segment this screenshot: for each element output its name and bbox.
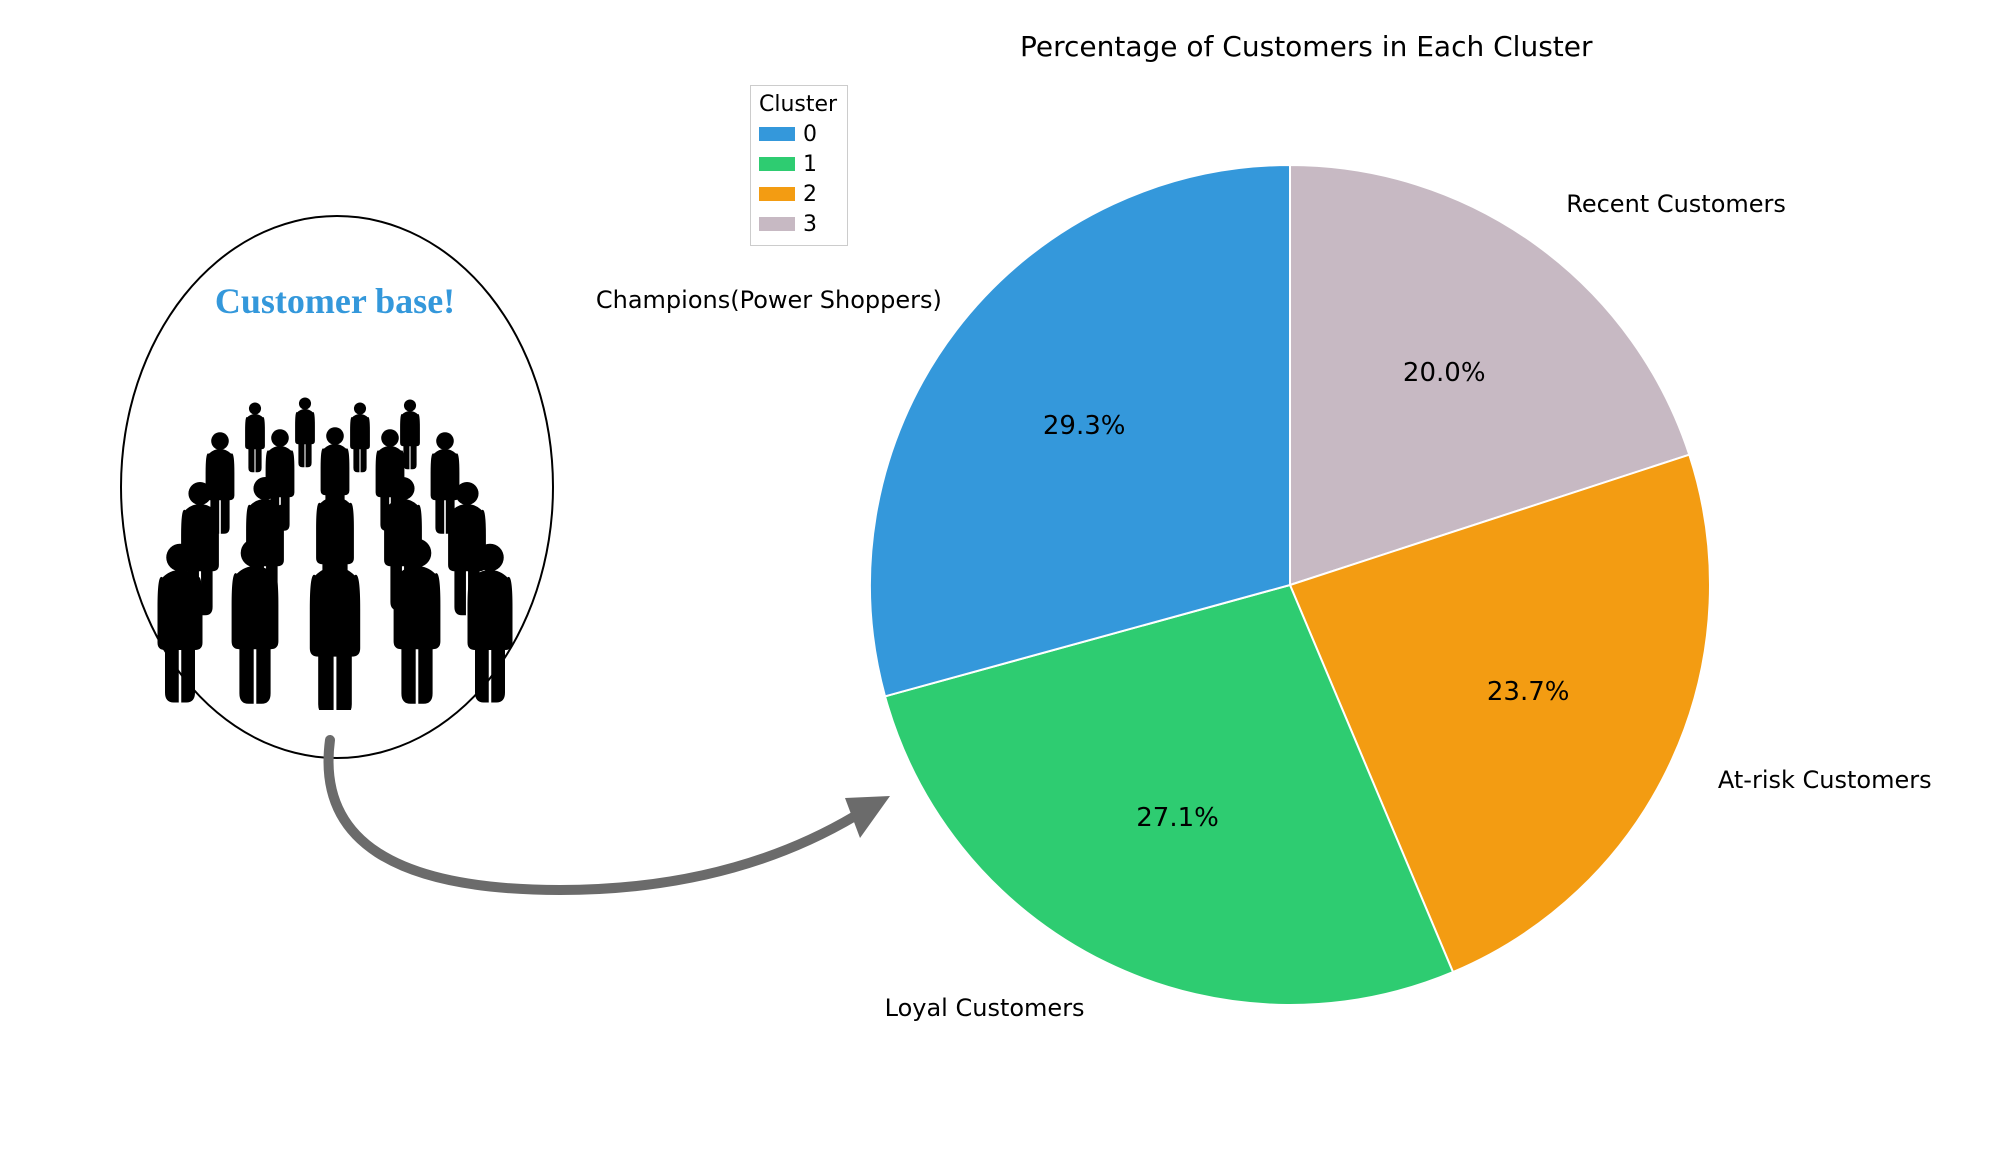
legend-item-3: 3 bbox=[759, 209, 837, 239]
slice-label-champions: Champions(Power Shoppers) bbox=[596, 286, 916, 314]
slice-label-loyal: Loyal Customers bbox=[765, 994, 1085, 1022]
legend-title: Cluster bbox=[759, 92, 837, 117]
slice-pct-recent: 20.0% bbox=[1403, 358, 1486, 388]
legend-label-1: 1 bbox=[803, 152, 817, 177]
legend-swatch-3 bbox=[759, 217, 795, 231]
customer-base-caption: Customer base! bbox=[120, 280, 550, 322]
stage: Customer base! bbox=[0, 0, 1999, 1150]
legend-item-2: 2 bbox=[759, 179, 837, 209]
legend-label-0: 0 bbox=[803, 122, 817, 147]
slice-label-recent: Recent Customers bbox=[1566, 190, 1786, 218]
legend-swatch-0 bbox=[759, 127, 795, 141]
people-crowd-icon bbox=[145, 370, 525, 710]
legend-item-0: 0 bbox=[759, 119, 837, 149]
chart-title: Percentage of Customers in Each Cluster bbox=[1020, 30, 1593, 63]
legend-swatch-1 bbox=[759, 157, 795, 171]
legend-label-3: 3 bbox=[803, 212, 817, 237]
legend-swatch-2 bbox=[759, 187, 795, 201]
legend-label-2: 2 bbox=[803, 182, 817, 207]
legend-item-1: 1 bbox=[759, 149, 837, 179]
slice-label-atrisk: At-risk Customers bbox=[1718, 766, 1932, 794]
slice-pct-loyal: 27.1% bbox=[1136, 803, 1219, 833]
slice-pct-atrisk: 23.7% bbox=[1487, 677, 1570, 707]
slice-pct-champions: 29.3% bbox=[1043, 411, 1126, 441]
legend: Cluster 0 1 2 3 bbox=[750, 85, 848, 246]
arrow-icon bbox=[300, 720, 920, 950]
pie-chart bbox=[870, 165, 1710, 1005]
